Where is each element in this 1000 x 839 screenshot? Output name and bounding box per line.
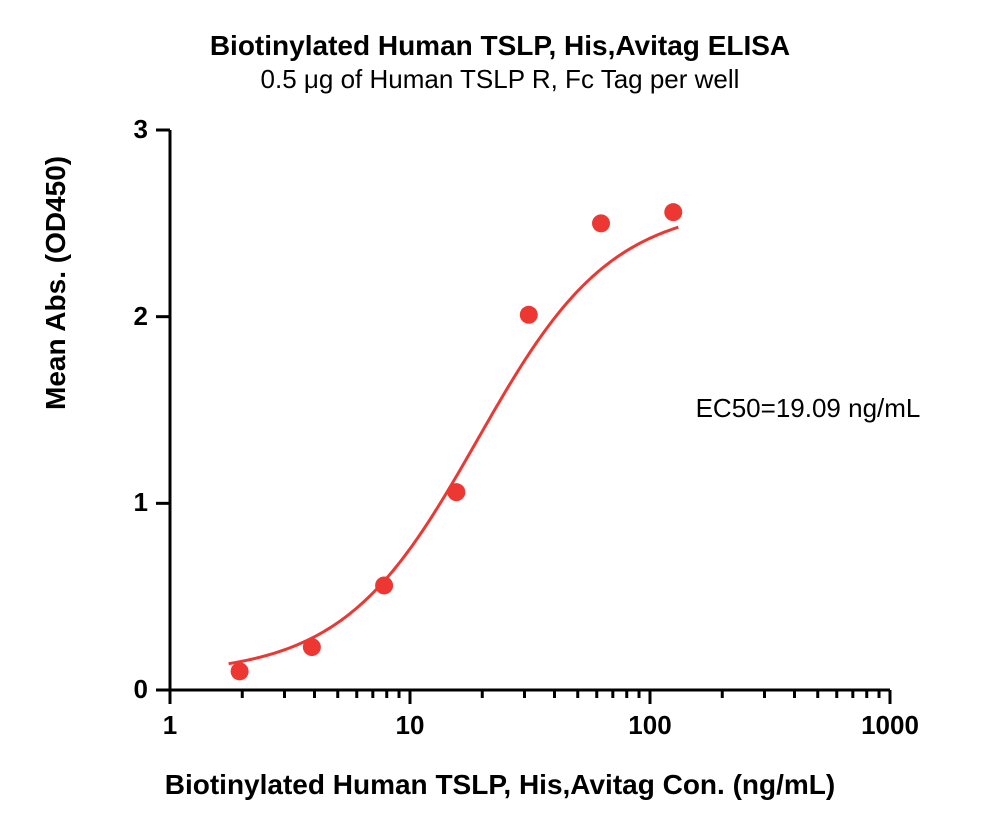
y-axis-label: Mean Abs. (OD450) — [40, 156, 72, 410]
data-point — [520, 306, 538, 324]
chart-title: Biotinylated Human TSLP, His,Avitag ELIS… — [0, 30, 1000, 62]
data-point — [303, 638, 321, 656]
fit-curve — [229, 227, 679, 663]
data-point — [231, 662, 249, 680]
chart-subtitle: 0.5 μg of Human TSLP R, Fc Tag per well — [0, 64, 1000, 95]
plot-area: 01231101001000EC50=19.09 ng/mL — [170, 130, 890, 690]
chart-container: Biotinylated Human TSLP, His,Avitag ELIS… — [0, 0, 1000, 839]
y-tick-label: 1 — [108, 487, 148, 518]
ec50-annotation: EC50=19.09 ng/mL — [696, 393, 921, 424]
x-tick-label: 10 — [396, 710, 425, 741]
y-tick-label: 2 — [108, 301, 148, 332]
y-tick-label: 3 — [108, 114, 148, 145]
x-tick-label: 1000 — [861, 710, 919, 741]
data-point — [375, 576, 393, 594]
data-point — [592, 214, 610, 232]
y-tick-label: 0 — [108, 674, 148, 705]
data-point — [447, 483, 465, 501]
x-axis-label: Biotinylated Human TSLP, His,Avitag Con.… — [0, 769, 1000, 801]
title-block: Biotinylated Human TSLP, His,Avitag ELIS… — [0, 30, 1000, 95]
x-tick-label: 1 — [163, 710, 177, 741]
x-tick-label: 100 — [628, 710, 671, 741]
data-point — [664, 203, 682, 221]
